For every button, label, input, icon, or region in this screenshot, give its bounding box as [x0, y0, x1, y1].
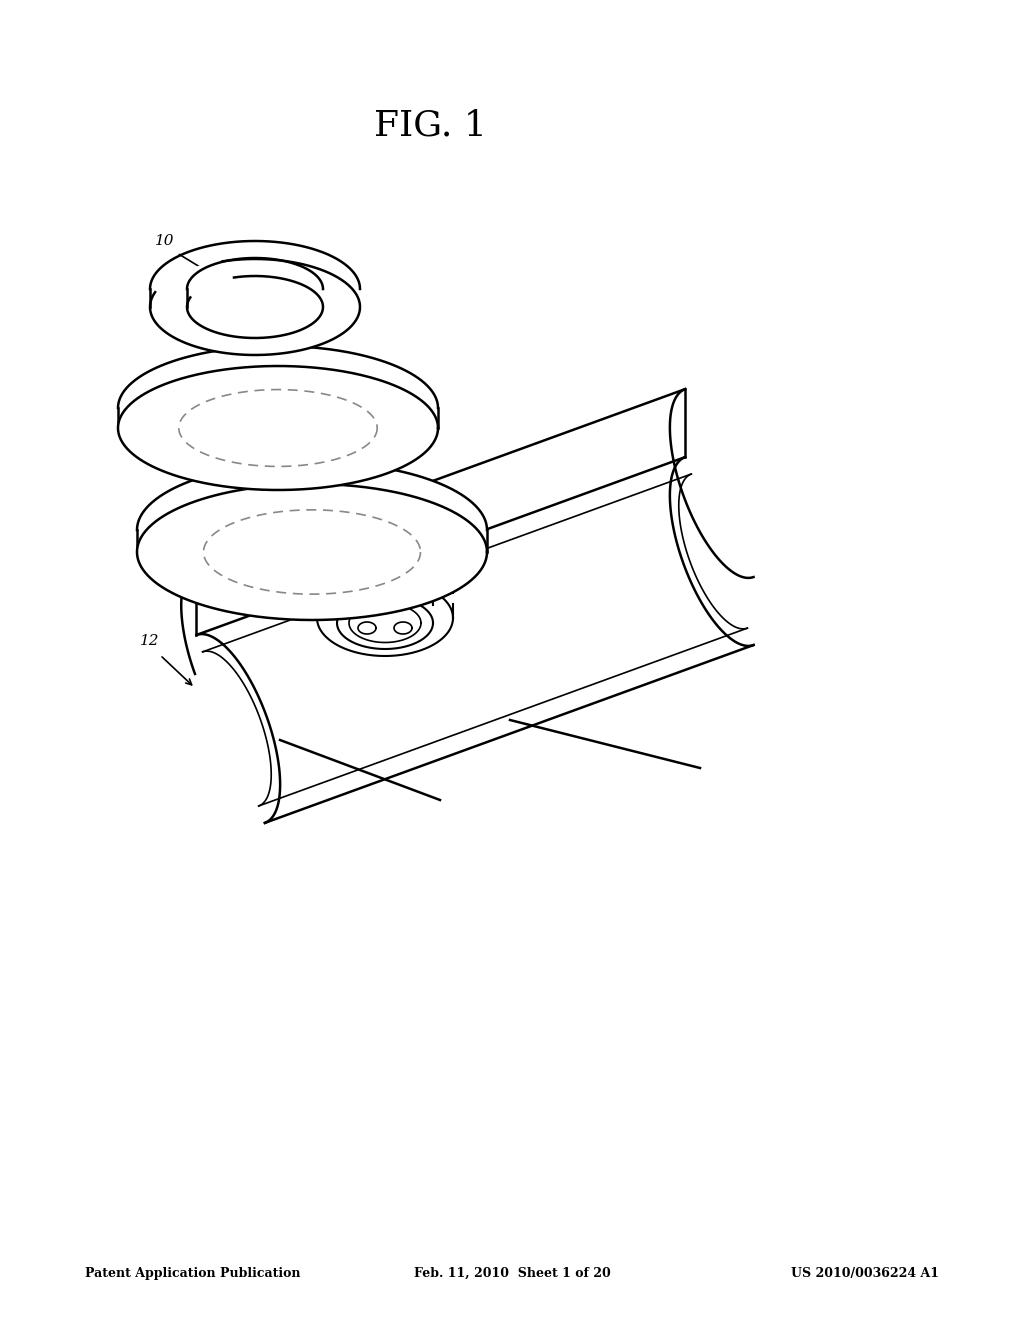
Text: Patent Application Publication: Patent Application Publication	[85, 1267, 300, 1280]
Polygon shape	[118, 366, 438, 490]
Text: 17: 17	[175, 532, 195, 546]
Polygon shape	[197, 389, 685, 635]
Text: 16: 16	[330, 587, 349, 601]
Text: 12: 12	[140, 634, 160, 648]
Polygon shape	[317, 579, 453, 656]
Polygon shape	[137, 462, 487, 552]
Text: 14: 14	[290, 602, 309, 616]
Text: 19: 19	[210, 281, 229, 294]
Text: US 2010/0036224 A1: US 2010/0036224 A1	[791, 1267, 939, 1280]
Text: 10: 10	[155, 234, 174, 248]
Text: Feb. 11, 2010  Sheet 1 of 20: Feb. 11, 2010 Sheet 1 of 20	[414, 1267, 610, 1280]
Polygon shape	[137, 484, 487, 620]
Polygon shape	[118, 346, 438, 428]
Text: FIG. 1: FIG. 1	[374, 108, 486, 143]
Text: 18: 18	[165, 407, 184, 421]
Polygon shape	[337, 597, 433, 649]
Polygon shape	[197, 457, 754, 822]
Polygon shape	[150, 259, 360, 355]
Polygon shape	[187, 276, 323, 338]
Polygon shape	[150, 259, 360, 355]
